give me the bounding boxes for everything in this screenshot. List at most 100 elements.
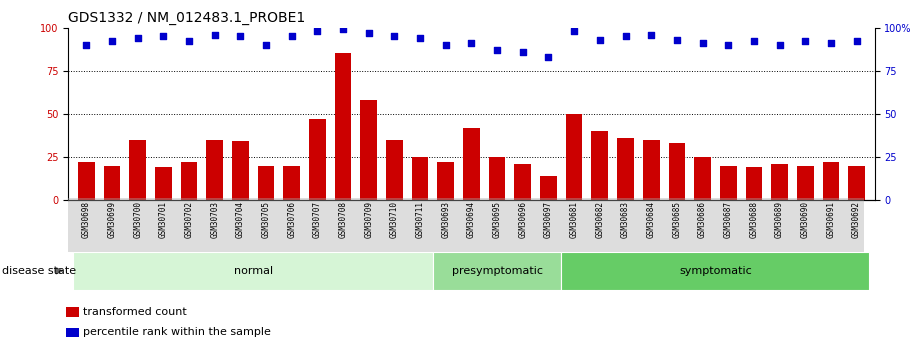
Text: presymptomatic: presymptomatic xyxy=(452,266,543,276)
Text: GSM30702: GSM30702 xyxy=(185,201,193,238)
Point xyxy=(773,42,787,48)
Text: GSM30700: GSM30700 xyxy=(133,201,142,238)
Point xyxy=(438,42,453,48)
Point xyxy=(413,35,427,41)
Point xyxy=(387,33,402,39)
Point xyxy=(567,28,581,34)
Text: GSM30682: GSM30682 xyxy=(595,201,604,238)
Bar xyxy=(823,162,839,200)
Point xyxy=(670,37,684,42)
Text: GSM30695: GSM30695 xyxy=(493,201,502,238)
Text: GSM30694: GSM30694 xyxy=(467,201,476,238)
Point xyxy=(130,35,145,41)
Text: GSM30708: GSM30708 xyxy=(339,201,348,238)
Point xyxy=(824,40,838,46)
Point xyxy=(362,30,376,36)
Point xyxy=(156,33,170,39)
Text: GSM30683: GSM30683 xyxy=(621,201,630,238)
Bar xyxy=(720,166,737,200)
Text: GSM30707: GSM30707 xyxy=(312,201,322,238)
Point xyxy=(721,42,735,48)
Bar xyxy=(566,114,582,200)
Text: percentile rank within the sample: percentile rank within the sample xyxy=(83,327,271,337)
Bar xyxy=(437,162,454,200)
Bar xyxy=(489,157,506,200)
Text: GSM30693: GSM30693 xyxy=(441,201,450,238)
Text: GSM30703: GSM30703 xyxy=(210,201,220,238)
Bar xyxy=(797,166,814,200)
Text: GSM30689: GSM30689 xyxy=(775,201,784,238)
Point xyxy=(464,40,479,46)
Text: GSM30705: GSM30705 xyxy=(261,201,271,238)
Text: GSM30681: GSM30681 xyxy=(569,201,578,238)
Text: GSM30697: GSM30697 xyxy=(544,201,553,238)
Text: normal: normal xyxy=(233,266,272,276)
Text: GSM30687: GSM30687 xyxy=(723,201,732,238)
Bar xyxy=(334,53,352,200)
Text: GSM30692: GSM30692 xyxy=(852,201,861,238)
Text: GSM30691: GSM30691 xyxy=(826,201,835,238)
Point xyxy=(516,49,530,55)
Bar xyxy=(206,140,223,200)
Text: GSM30706: GSM30706 xyxy=(287,201,296,238)
Bar xyxy=(155,167,171,200)
Text: GSM30684: GSM30684 xyxy=(647,201,656,238)
Point xyxy=(284,33,299,39)
Bar xyxy=(67,307,79,317)
Point xyxy=(592,37,607,42)
Bar xyxy=(232,141,249,200)
Bar xyxy=(412,157,428,200)
Bar xyxy=(180,162,198,200)
Text: transformed count: transformed count xyxy=(83,307,187,317)
Text: GSM30709: GSM30709 xyxy=(364,201,374,238)
Bar xyxy=(540,176,557,200)
Bar xyxy=(78,162,95,200)
Bar xyxy=(463,128,480,200)
Point xyxy=(259,42,273,48)
Bar xyxy=(386,140,403,200)
Text: GSM30699: GSM30699 xyxy=(107,201,117,238)
Bar xyxy=(67,327,79,337)
Bar xyxy=(669,143,685,200)
Text: GSM30698: GSM30698 xyxy=(82,201,91,238)
Point xyxy=(490,47,505,53)
Text: GDS1332 / NM_012483.1_PROBE1: GDS1332 / NM_012483.1_PROBE1 xyxy=(68,11,305,25)
Text: GSM30690: GSM30690 xyxy=(801,201,810,238)
Bar xyxy=(643,140,660,200)
Point xyxy=(644,32,659,37)
Point xyxy=(233,33,248,39)
Bar xyxy=(694,157,711,200)
Text: symptomatic: symptomatic xyxy=(679,266,752,276)
Bar xyxy=(129,140,146,200)
Bar xyxy=(433,252,561,290)
Point xyxy=(310,28,324,34)
Point xyxy=(208,32,222,37)
Bar xyxy=(515,164,531,200)
Bar xyxy=(258,166,274,200)
Point xyxy=(105,39,119,44)
Point xyxy=(695,40,710,46)
Bar xyxy=(848,166,865,200)
Text: GSM30685: GSM30685 xyxy=(672,201,681,238)
Bar xyxy=(617,138,634,200)
Text: GSM30711: GSM30711 xyxy=(415,201,425,238)
Text: GSM30696: GSM30696 xyxy=(518,201,527,238)
Point xyxy=(79,42,94,48)
Text: GSM30710: GSM30710 xyxy=(390,201,399,238)
Point xyxy=(619,33,633,39)
Text: GSM30686: GSM30686 xyxy=(698,201,707,238)
Text: GSM30701: GSM30701 xyxy=(159,201,168,238)
Bar xyxy=(561,252,869,290)
Bar xyxy=(361,100,377,200)
Bar xyxy=(74,252,433,290)
Point xyxy=(798,39,813,44)
Point xyxy=(181,39,196,44)
Text: GSM30688: GSM30688 xyxy=(750,201,758,238)
Bar xyxy=(772,164,788,200)
Point xyxy=(541,54,556,60)
Point xyxy=(336,27,351,32)
Point xyxy=(849,39,864,44)
Point xyxy=(747,39,762,44)
Text: GSM30704: GSM30704 xyxy=(236,201,245,238)
Bar xyxy=(745,167,763,200)
